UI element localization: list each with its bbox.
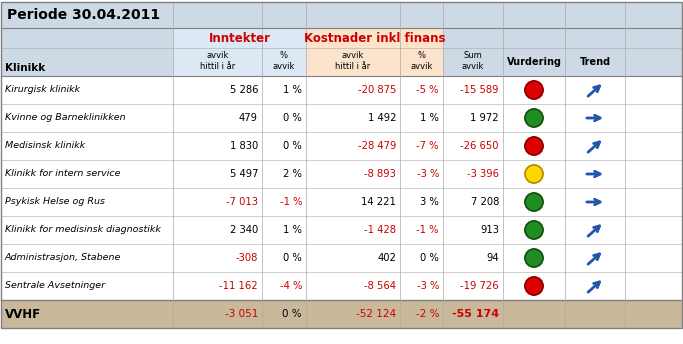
Bar: [173, 48, 306, 76]
Text: 0 %: 0 %: [283, 113, 302, 123]
Text: 0 %: 0 %: [283, 253, 302, 263]
Text: 2 %: 2 %: [283, 169, 302, 179]
Text: Kostnader inkl finans: Kostnader inkl finans: [304, 32, 445, 44]
Text: avvik
hittil i år: avvik hittil i år: [335, 51, 371, 71]
Bar: [1, 216, 682, 244]
Text: -52 124: -52 124: [356, 309, 396, 319]
Bar: [1, 300, 682, 328]
Bar: [443, 28, 682, 48]
Text: 5 497: 5 497: [229, 169, 258, 179]
Text: Kirurgisk klinikk: Kirurgisk klinikk: [5, 86, 80, 95]
Text: 913: 913: [480, 225, 499, 235]
Text: -26 650: -26 650: [460, 141, 499, 151]
Text: -2 %: -2 %: [415, 309, 439, 319]
Text: Klinikk: Klinikk: [5, 63, 45, 73]
Bar: [1, 76, 682, 104]
Text: %
avvik: % avvik: [273, 51, 295, 71]
Bar: [1, 132, 682, 160]
Circle shape: [525, 109, 543, 127]
Text: 0 %: 0 %: [420, 253, 439, 263]
Text: Inntekter: Inntekter: [208, 32, 270, 44]
Text: 1 492: 1 492: [367, 113, 396, 123]
Bar: [1, 272, 682, 300]
Bar: [306, 28, 443, 48]
Bar: [443, 48, 682, 76]
Text: 1 %: 1 %: [283, 85, 302, 95]
Text: -3 051: -3 051: [225, 309, 258, 319]
Circle shape: [525, 165, 543, 183]
Text: -7 %: -7 %: [417, 141, 439, 151]
Text: Klinikk for medisinsk diagnostikk: Klinikk for medisinsk diagnostikk: [5, 226, 161, 235]
Text: Administrasjon, Stabene: Administrasjon, Stabene: [5, 254, 122, 262]
Text: 2 340: 2 340: [229, 225, 258, 235]
Text: Periode 30.04.2011: Periode 30.04.2011: [7, 8, 160, 22]
Text: -1 %: -1 %: [279, 197, 302, 207]
Text: 5 286: 5 286: [229, 85, 258, 95]
Text: 3 %: 3 %: [420, 197, 439, 207]
Text: 0 %: 0 %: [283, 141, 302, 151]
Text: -1 %: -1 %: [417, 225, 439, 235]
Text: -308: -308: [236, 253, 258, 263]
Text: 1 %: 1 %: [283, 225, 302, 235]
Text: 94: 94: [486, 253, 499, 263]
Text: -4 %: -4 %: [279, 281, 302, 291]
Bar: [1, 160, 682, 188]
Bar: [1, 244, 682, 272]
Circle shape: [525, 137, 543, 155]
Text: -20 875: -20 875: [358, 85, 396, 95]
Bar: [173, 28, 306, 48]
Text: Trend: Trend: [579, 57, 611, 67]
Text: Vurdering: Vurdering: [507, 57, 561, 67]
Bar: [1, 48, 173, 76]
Text: -5 %: -5 %: [417, 85, 439, 95]
Circle shape: [525, 81, 543, 99]
Bar: [1, 2, 682, 28]
Text: 1 %: 1 %: [420, 113, 439, 123]
Text: -3 %: -3 %: [417, 281, 439, 291]
Text: VVHF: VVHF: [5, 308, 41, 321]
Text: -1 428: -1 428: [364, 225, 396, 235]
Text: -3 %: -3 %: [417, 169, 439, 179]
Text: 0 %: 0 %: [282, 309, 302, 319]
Text: 1 972: 1 972: [471, 113, 499, 123]
Text: 479: 479: [239, 113, 258, 123]
Bar: [1, 28, 173, 48]
Text: 1 830: 1 830: [229, 141, 258, 151]
Text: Klinikk for intern service: Klinikk for intern service: [5, 170, 120, 179]
Text: -15 589: -15 589: [460, 85, 499, 95]
Text: -28 479: -28 479: [358, 141, 396, 151]
Text: -55 174: -55 174: [452, 309, 499, 319]
Circle shape: [525, 277, 543, 295]
Text: Psykisk Helse og Rus: Psykisk Helse og Rus: [5, 197, 105, 206]
Text: Medisinsk klinikk: Medisinsk klinikk: [5, 141, 85, 151]
Text: -8 564: -8 564: [364, 281, 396, 291]
Text: -19 726: -19 726: [460, 281, 499, 291]
Text: %
avvik: % avvik: [410, 51, 433, 71]
Text: -7 013: -7 013: [226, 197, 258, 207]
Text: -11 162: -11 162: [219, 281, 258, 291]
Bar: [306, 48, 443, 76]
Text: Sum
avvik: Sum avvik: [462, 51, 484, 71]
Text: Kvinne og Barneklinikken: Kvinne og Barneklinikken: [5, 114, 126, 122]
Text: 14 221: 14 221: [361, 197, 396, 207]
Text: 402: 402: [377, 253, 396, 263]
Circle shape: [525, 221, 543, 239]
Circle shape: [525, 249, 543, 267]
Text: 7 208: 7 208: [471, 197, 499, 207]
Bar: [1, 188, 682, 216]
Text: avvik
hittil i år: avvik hittil i år: [200, 51, 235, 71]
Circle shape: [525, 193, 543, 211]
Bar: [1, 104, 682, 132]
Text: Sentrale Avsetninger: Sentrale Avsetninger: [5, 281, 105, 290]
Text: -3 396: -3 396: [467, 169, 499, 179]
Text: -8 893: -8 893: [364, 169, 396, 179]
